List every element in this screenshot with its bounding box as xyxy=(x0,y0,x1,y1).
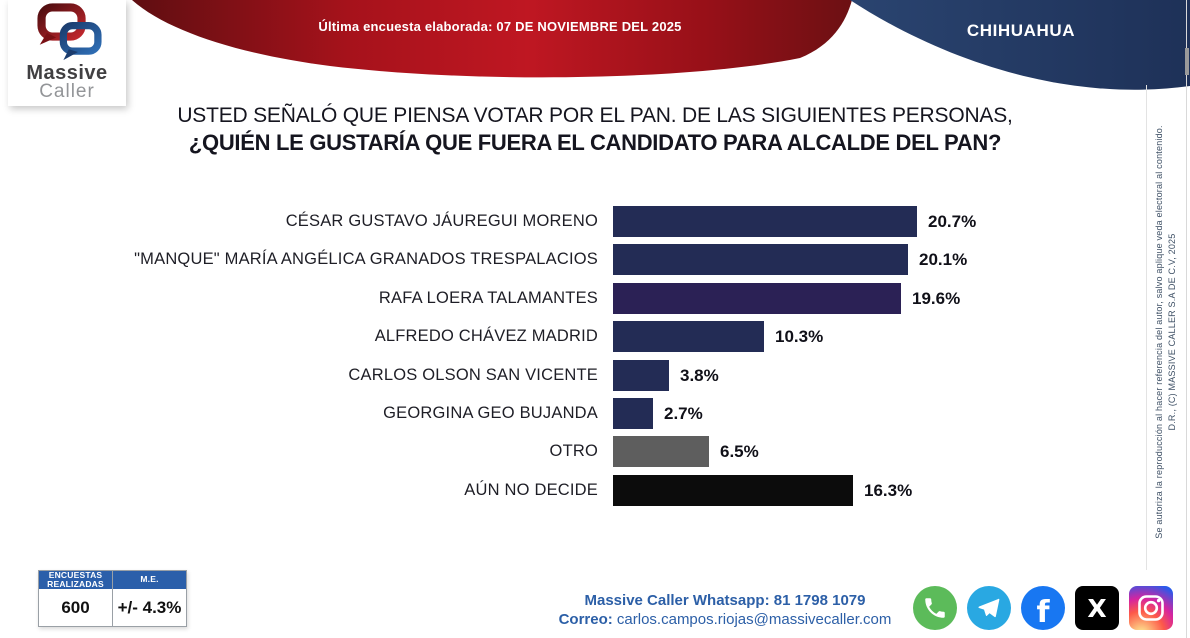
facebook-icon[interactable]: f xyxy=(1021,586,1065,630)
region-title: CHIHUAHUA xyxy=(966,21,1076,40)
bar-value: 20.1% xyxy=(919,250,968,270)
stats-header-me: M.E. xyxy=(140,574,159,585)
chart-row: CÉSAR GUSTAVO JÁUREGUI MORENO 20.7% xyxy=(0,206,1190,237)
stats-value-encuestas: 600 xyxy=(39,589,113,626)
bar xyxy=(613,474,853,506)
chat-bubbles-icon xyxy=(37,3,102,61)
stats-header-encuestas: ENCUESTAS REALIZADAS xyxy=(39,570,113,589)
question-title: USTED SEÑALÓ QUE PIENSA VOTAR POR EL PAN… xyxy=(115,102,1075,157)
email-contact: Correo: carlos.campos.riojas@massivecall… xyxy=(550,610,900,629)
chart-row: "MANQUE" MARÍA ANGÉLICA GRANADOS TRESPAL… xyxy=(0,244,1190,276)
edge-divider xyxy=(1146,85,1147,570)
stats-value-me: +/- 4.3% xyxy=(117,598,182,617)
massive-caller-logo: Massive Caller xyxy=(8,0,126,106)
bar-label: OTRO xyxy=(549,442,598,461)
question-line2: ¿QUIÉN LE GUSTARÍA QUE FUERA EL CANDIDAT… xyxy=(188,130,1002,155)
whatsapp-contact: Massive Caller Whatsapp: 81 1798 1079 xyxy=(584,592,866,609)
bar-value: 3.8% xyxy=(680,365,719,385)
bar xyxy=(613,321,764,353)
bar xyxy=(613,398,653,429)
legal-notice: Se autoriza la reproducción al hacer ref… xyxy=(1154,125,1164,539)
stats-table: ENCUESTAS REALIZADAS M.E. 600 +/- 4.3% xyxy=(38,570,187,627)
chart-row: AÚN NO DECIDE 16.3% xyxy=(0,474,1190,506)
bar-label: AÚN NO DECIDE xyxy=(464,480,598,499)
scrollbar-track xyxy=(1186,0,1187,638)
chart-row: RAFA LOERA TALAMANTES 19.6% xyxy=(0,282,1190,314)
bar-label: CÉSAR GUSTAVO JÁUREGUI MORENO xyxy=(285,212,598,230)
scrollbar-thumb[interactable] xyxy=(1185,48,1189,75)
question-line1: USTED SEÑALÓ QUE PIENSA VOTAR POR EL PAN… xyxy=(177,104,1013,127)
whatsapp-icon[interactable] xyxy=(913,586,957,630)
bar-label: "MANQUE" MARÍA ANGÉLICA GRANADOS TRESPAL… xyxy=(134,250,598,269)
bar-value: 6.5% xyxy=(720,442,759,462)
survey-date: Última encuesta elaborada: 07 DE NOVIEMB… xyxy=(318,19,682,34)
legal-text: Se autoriza la reproducción al hacer ref… xyxy=(1153,92,1179,572)
chart-row: CARLOS OLSON SAN VICENTE 3.8% xyxy=(0,359,1190,391)
bar xyxy=(613,244,908,276)
bar-label: RAFA LOERA TALAMANTES xyxy=(378,288,598,307)
bar-value: 19.6% xyxy=(912,288,961,308)
legal-copyright: D.R., (C) MASSIVE CALLER S.A DE C.V, 202… xyxy=(1167,233,1177,431)
brand-name-top: Massive xyxy=(26,62,108,84)
bar-label: CARLOS OLSON SAN VICENTE xyxy=(348,365,598,384)
bar-label: ALFREDO CHÁVEZ MADRID xyxy=(374,327,598,346)
chart-row: GEORGINA GEO BUJANDA 2.7% xyxy=(0,398,1190,429)
bar-value: 20.7% xyxy=(928,212,977,231)
brand-name-bottom: Caller xyxy=(39,81,95,102)
chart-row: OTRO 6.5% xyxy=(0,436,1190,468)
email-address: carlos.campos.riojas@massivecaller.com xyxy=(612,611,892,628)
blue-ribbon xyxy=(850,0,1190,90)
bar-value: 10.3% xyxy=(775,327,824,347)
x-twitter-icon[interactable]: X xyxy=(1075,586,1119,630)
bar xyxy=(613,206,917,237)
bar-label: GEORGINA GEO BUJANDA xyxy=(383,404,598,422)
chart-row: ALFREDO CHÁVEZ MADRID 10.3% xyxy=(0,321,1190,353)
bar-value: 2.7% xyxy=(664,404,703,423)
bar xyxy=(613,282,901,314)
telegram-icon[interactable] xyxy=(967,586,1011,630)
header-ribbons xyxy=(132,0,1190,90)
bar xyxy=(613,436,709,468)
bar-chart: CÉSAR GUSTAVO JÁUREGUI MORENO 20.7% "MANQU… xyxy=(0,206,1190,516)
social-icons: f X xyxy=(913,586,1173,630)
instagram-icon[interactable] xyxy=(1129,586,1173,630)
email-label: Correo: xyxy=(558,611,613,628)
bar xyxy=(613,359,669,391)
red-ribbon xyxy=(132,0,852,78)
contact-block: Massive Caller Whatsapp: 81 1798 1079 Co… xyxy=(550,591,900,629)
bar-value: 16.3% xyxy=(864,480,913,500)
